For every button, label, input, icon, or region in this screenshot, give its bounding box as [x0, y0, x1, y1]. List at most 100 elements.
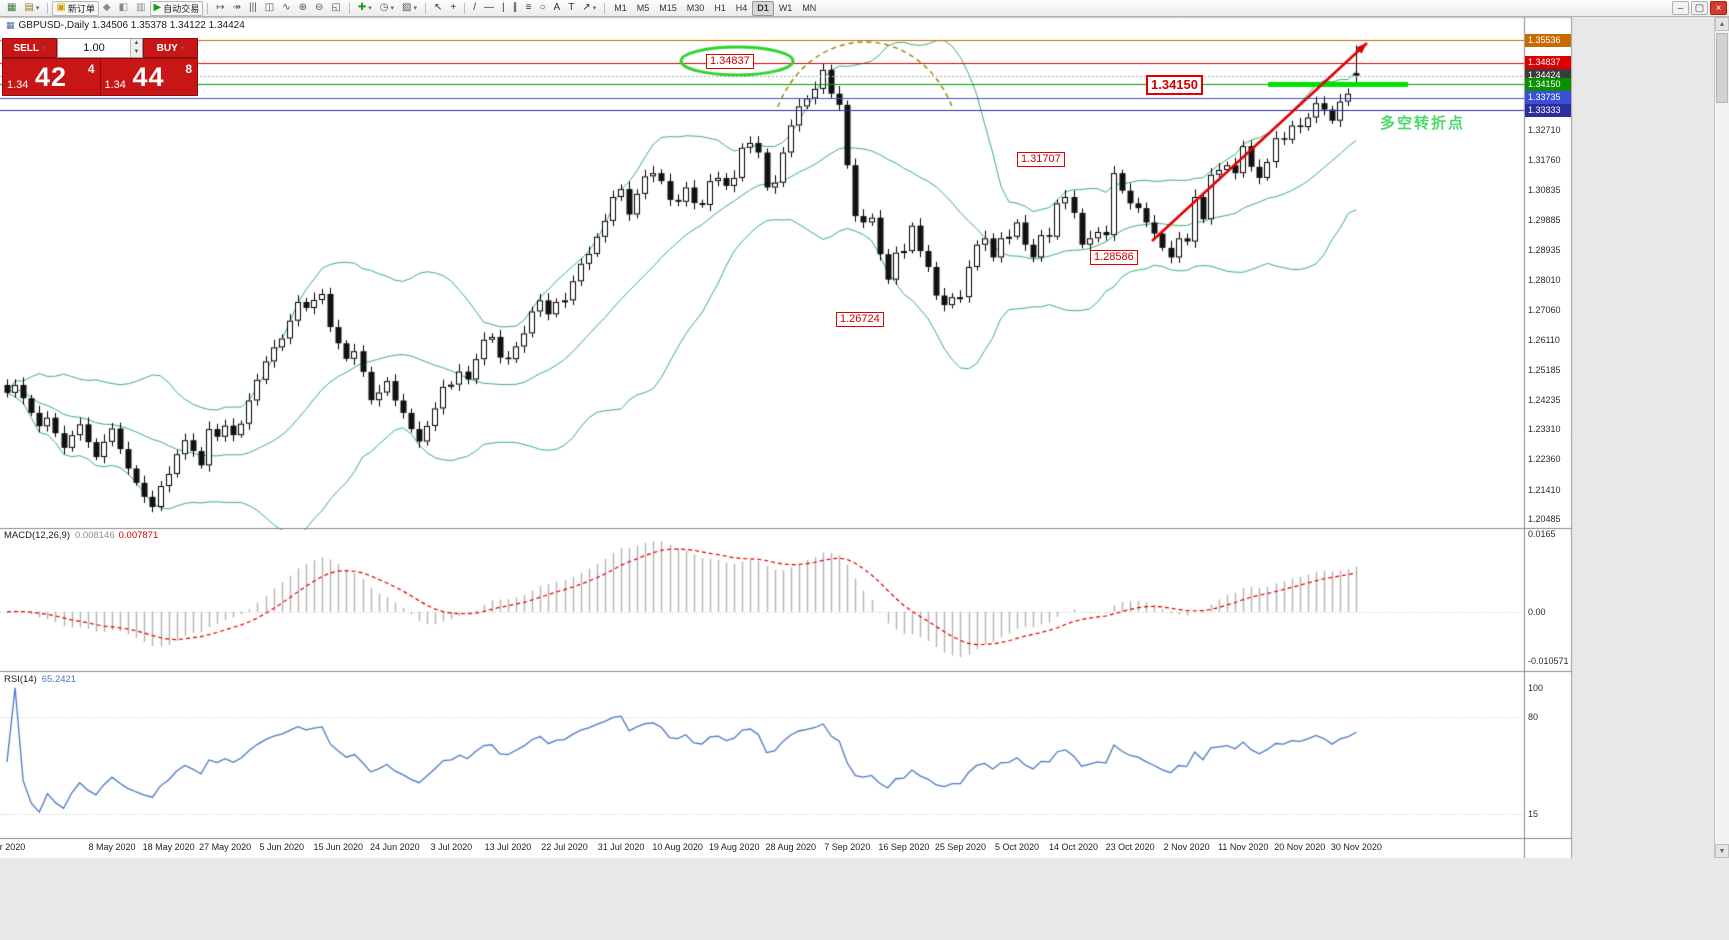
trendline-icon[interactable]: / — [469, 1, 480, 16]
close-button[interactable]: × — [1710, 1, 1727, 15]
vertical-scrollbar[interactable]: ▲ ▼ — [1714, 17, 1729, 858]
volume-up-button[interactable]: ▲ — [131, 39, 142, 48]
sell-price-small: 1.34 — [7, 79, 29, 91]
vertical-line-icon: | — [502, 2, 505, 13]
new-chart-icon: ▦ — [7, 2, 17, 13]
text-label-icon[interactable]: T — [564, 1, 578, 16]
expert-advisors-icon[interactable]: ◆ — [99, 1, 115, 16]
autotrading-button: ▶ — [153, 2, 162, 13]
periods-icon: ◷ — [379, 2, 389, 13]
zoom-out-icon[interactable]: ⊖ — [311, 1, 327, 16]
toolbar-group: ✚ ▾ ◷ ▾ ▨ ▾ — [354, 0, 421, 16]
buy-caret-icon: ▾ — [180, 45, 185, 52]
bar-chart-icon: ||| — [249, 2, 257, 13]
volume-stepper[interactable]: 1.00 ▲ ▼ — [57, 38, 143, 58]
bar-chart-icon[interactable]: ||| — [245, 1, 261, 16]
toolbar-group: ▣ 新订单 ◆ ◧ ▥ ▶ 自动交易 — [52, 0, 204, 16]
toolbar-separator — [425, 2, 426, 14]
buy-price-sup: 8 — [185, 62, 192, 76]
scrollbar-thumb[interactable] — [1716, 33, 1728, 103]
timeframe-w1[interactable]: W1 — [778, 3, 793, 13]
indicators-icon[interactable]: ✚ ▾ — [354, 1, 376, 16]
arrows-icon[interactable]: ↗ ▾ — [578, 1, 600, 16]
new-order-button-label: 新订单 — [67, 3, 95, 14]
macd-signal-value: 0.007871 — [118, 530, 159, 541]
minimize-button[interactable]: – — [1672, 1, 1689, 15]
strategy-tester-icon[interactable]: ◧ — [115, 1, 132, 16]
restore-button[interactable]: ▢ — [1691, 1, 1708, 15]
profiles-icon[interactable]: ▤ ▾ — [20, 1, 43, 16]
timeframe-h1[interactable]: H1 — [714, 3, 726, 13]
text-label-icon: T — [568, 2, 575, 13]
toolbar-separator — [47, 2, 49, 14]
volume-down-button[interactable]: ▼ — [131, 48, 142, 57]
autotrading-button[interactable]: ▶ 自动交易 — [149, 0, 204, 16]
caret-down-icon: ▾ — [592, 5, 597, 12]
toolbar-separator — [604, 2, 606, 14]
rsi-value: 65.2421 — [41, 674, 77, 685]
buy-price-button[interactable]: 1.34 44 8 — [99, 58, 198, 96]
new-order-button: ▣ — [56, 2, 66, 13]
zoom-in-icon: ⊕ — [298, 2, 308, 13]
expert-advisors-icon: ◆ — [102, 2, 111, 13]
chart-window-icon: ▦ — [6, 20, 15, 30]
shapes-icon: ○ — [539, 2, 546, 13]
candlestick-chart-icon[interactable]: ◫ — [261, 1, 278, 16]
text-icon[interactable]: A — [550, 1, 565, 16]
toolbar-group: / — | ∥ ≡ ○ A T ↗ ▾ — [469, 0, 600, 16]
auto-scroll-icon: ↠ — [232, 2, 241, 13]
chart-title-text: GBPUSD-,Daily 1.34506 1.35378 1.34122 1.… — [18, 20, 245, 31]
chart-shift-icon: ↦ — [216, 2, 225, 13]
cursor-icon: ↖ — [434, 2, 443, 13]
indicators-icon: ✚ — [357, 2, 367, 13]
timeframe-m5[interactable]: M5 — [636, 3, 650, 13]
cursor-icon[interactable]: ↖ — [430, 1, 446, 16]
horizontal-line-icon[interactable]: — — [480, 1, 498, 16]
crosshair-icon[interactable]: + — [446, 1, 460, 16]
timeframe-group: M1 M5 M15 M30 H1 H4 D1 W1 MN — [609, 0, 821, 16]
timeframe-h4[interactable]: H4 — [735, 3, 748, 13]
line-chart-icon[interactable]: ∿ — [278, 1, 294, 16]
toolbar-group: ▦ ▤ ▾ — [3, 0, 43, 16]
timeframe-mn[interactable]: MN — [802, 3, 817, 13]
channel-icon: ∥ — [512, 2, 518, 13]
main-toolbar: ▦ ▤ ▾ ▣ 新订单 ◆ ◧ ▥ ▶ 自动交易 ↦ ↠ ||| ◫ ∿ ⊕ ⊖ ◱ ✚ ▾ ◷ ▾ ▨ ▾ ↖ + / — | ∥ ≡ ○ A… — [0, 0, 1729, 17]
vertical-line-icon[interactable]: | — [498, 1, 509, 16]
sell-price-big: 42 — [35, 62, 68, 92]
tile-windows-icon[interactable]: ◱ — [327, 1, 344, 16]
zoom-in-icon[interactable]: ⊕ — [295, 1, 311, 16]
chart-shift-icon[interactable]: ↦ — [212, 1, 228, 16]
sell-button[interactable]: SELL ▾ — [2, 38, 57, 58]
toolbar-separator — [348, 2, 350, 14]
shapes-icon[interactable]: ○ — [535, 1, 549, 16]
news-icon[interactable]: ▥ — [132, 1, 149, 16]
line-chart-icon: ∿ — [282, 2, 291, 13]
sell-caret-icon: ▾ — [42, 45, 46, 52]
new-chart-icon[interactable]: ▦ — [3, 1, 20, 16]
text-icon: A — [553, 2, 561, 13]
autotrading-button-label: 自动交易 — [163, 3, 200, 14]
caret-down-icon: ▾ — [413, 5, 417, 12]
auto-scroll-icon[interactable]: ↠ — [229, 1, 245, 16]
toolbar-group: ↦ ↠ ||| ◫ ∿ ⊕ ⊖ ◱ — [212, 0, 345, 16]
scroll-up-icon[interactable]: ▲ — [1715, 17, 1729, 31]
timeframe-m1[interactable]: M1 — [614, 3, 627, 13]
scroll-down-icon[interactable]: ▼ — [1715, 844, 1729, 858]
chart-title: ▦ GBPUSD-,Daily 1.34506 1.35378 1.34122 … — [6, 20, 245, 31]
timeframe-m15[interactable]: M15 — [659, 3, 677, 13]
buy-button[interactable]: BUY ▾ — [143, 38, 198, 58]
buy-button-label: BUY — [156, 42, 178, 54]
new-order-button[interactable]: ▣ 新订单 — [52, 0, 99, 16]
periods-icon[interactable]: ◷ ▾ — [376, 1, 398, 16]
timeframe-d1[interactable]: D1 — [752, 0, 774, 16]
timeframe-m30[interactable]: M30 — [686, 3, 705, 13]
channel-icon[interactable]: ∥ — [509, 1, 522, 16]
fibonacci-icon[interactable]: ≡ — [522, 1, 536, 16]
sell-price-button[interactable]: 1.34 42 4 — [2, 58, 100, 96]
buy-price-big: 44 — [132, 62, 165, 92]
toolbar-separator — [207, 2, 209, 14]
arrows-icon: ↗ — [582, 2, 591, 13]
templates-icon[interactable]: ▨ ▾ — [398, 1, 421, 16]
